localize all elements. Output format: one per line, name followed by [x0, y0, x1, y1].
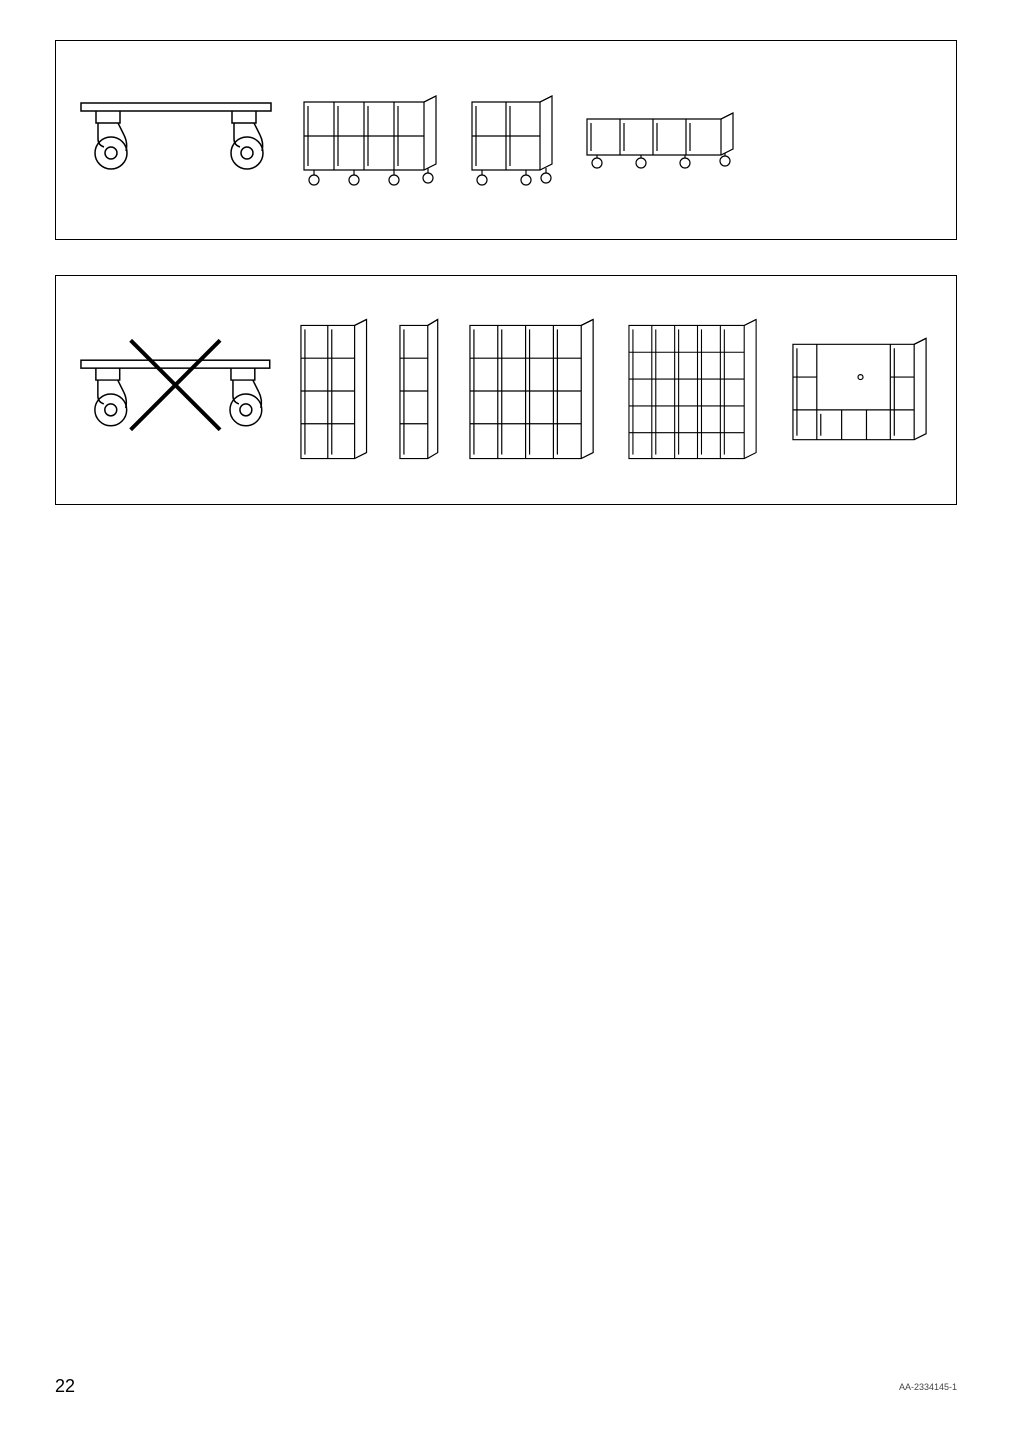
shelf-4x1-icon	[581, 105, 746, 175]
shelf-4x4-icon	[464, 315, 603, 465]
page-footer: 22 AA-2334145-1	[55, 1376, 957, 1397]
document-id: AA-2334145-1	[899, 1382, 957, 1392]
page-number: 22	[55, 1376, 75, 1397]
shelf-1x4-icon	[394, 315, 444, 465]
instruction-page: 22 AA-2334145-1	[0, 0, 1012, 1432]
shelf-2x2-icon	[466, 90, 561, 190]
shelf-2x4-icon	[295, 315, 374, 465]
castor-closeup-icon	[76, 95, 276, 185]
shelf-4x2-icon	[296, 90, 446, 190]
panel-compatible	[55, 40, 957, 240]
castor-closeup-crossed-icon	[76, 330, 275, 450]
shelf-5x5-icon	[623, 315, 767, 465]
shelf-tv-unit-icon	[787, 330, 936, 450]
panel-incompatible	[55, 275, 957, 505]
